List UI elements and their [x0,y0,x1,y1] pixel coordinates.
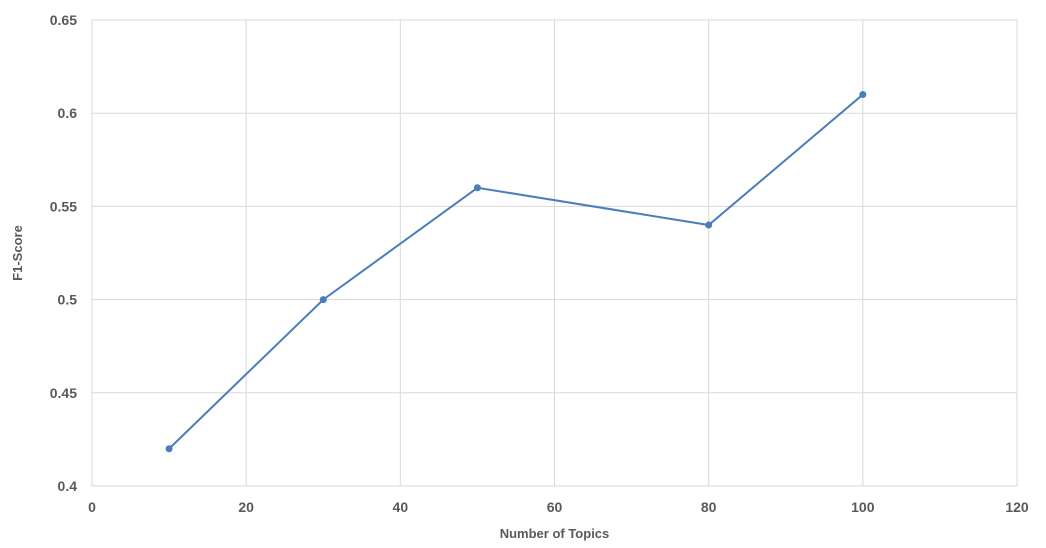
series-layer [165,91,867,453]
data-point [165,445,173,453]
data-point [859,91,867,99]
y-axis-ticks: 0.4 0.45 0.5 0.55 0.6 0.65 [50,12,77,494]
y-tick-label: 0.6 [58,105,78,121]
x-tick-label: 120 [1005,499,1029,515]
y-tick-label: 0.45 [50,385,77,401]
y-tick-label: 0.65 [50,12,77,28]
data-point [319,296,327,304]
x-tick-label: 80 [701,499,717,515]
x-tick-label: 20 [238,499,254,515]
x-tick-label: 100 [851,499,875,515]
y-tick-label: 0.5 [58,292,78,308]
data-point [705,221,713,229]
plot-area [91,19,1018,487]
x-axis-title: Number of Topics [500,526,610,541]
x-tick-label: 0 [88,499,96,515]
gridlines [91,19,1018,487]
series-line [168,93,864,450]
y-tick-label: 0.4 [58,478,78,494]
x-tick-label: 60 [547,499,563,515]
y-axis-title: F1-Score [10,225,25,281]
y-tick-label: 0.55 [50,198,77,214]
data-point [473,184,481,192]
x-tick-label: 40 [393,499,409,515]
x-axis-ticks: 0 20 40 60 80 100 120 [88,499,1029,515]
